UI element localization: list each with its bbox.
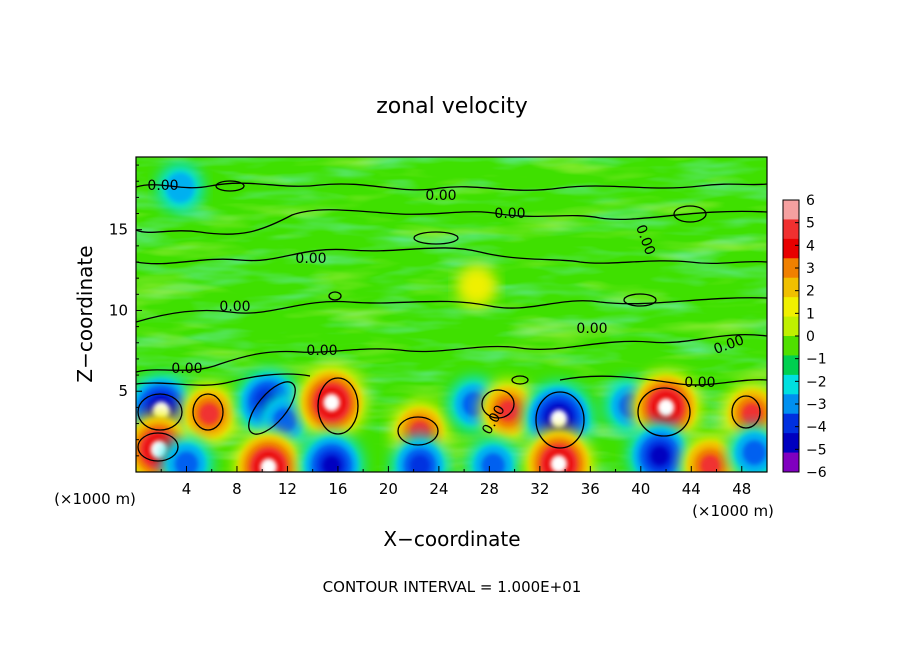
anomaly-level-4 (700, 454, 721, 472)
colorbar-swatch (783, 238, 799, 259)
colorbar-swatch (783, 219, 799, 240)
anomaly-negative-13 (467, 437, 520, 472)
anomaly-level-6 (550, 454, 568, 472)
anomaly-negative-10 (390, 434, 449, 472)
colorbar-tick-label: −2 (806, 374, 827, 390)
contour-label: 0.00 (219, 299, 250, 315)
anomaly-positive-19 (681, 434, 740, 472)
x-unit-right: (×1000 m) (692, 502, 774, 520)
colorbar-tick-label: 6 (806, 193, 815, 209)
colorbar-tick-label: −1 (806, 352, 827, 368)
anomaly-level-6 (260, 458, 277, 472)
anomaly-level-5 (650, 446, 669, 466)
anomaly-negative-5 (258, 392, 312, 448)
colorbar-tick-label: 0 (806, 329, 815, 345)
x-tick-label: 28 (480, 480, 499, 498)
colorbar-swatch (783, 297, 799, 318)
y-tick-label: 15 (109, 221, 128, 239)
colorbar-swatch (783, 355, 799, 376)
contour-label: 0.00 (147, 178, 178, 194)
colorbar-swatch (783, 316, 799, 337)
velocity-anomalies (136, 163, 767, 472)
x-tick-label: 20 (379, 480, 398, 498)
anomaly-negative-18 (627, 422, 692, 472)
colorbar-swatch (783, 277, 799, 298)
anomaly-level-4 (409, 454, 431, 472)
x-axis-label: X−coordinate (383, 527, 520, 551)
y-tick-label: 5 (118, 382, 128, 400)
y-axis-ticks: 5 10 15 (109, 164, 142, 457)
contour-label: 0.00 (295, 251, 326, 267)
colorbar-swatch (783, 200, 799, 220)
x-tick-label: 40 (631, 480, 650, 498)
colorbar-tick-label: −5 (806, 442, 827, 458)
colorbar-swatch (783, 413, 799, 434)
anomaly-negative-8 (299, 431, 364, 472)
colorbar-tick-label: −3 (806, 397, 827, 413)
plot-frame (135, 156, 768, 473)
anomaly-positive-6 (233, 430, 304, 472)
anomaly-level-6 (550, 409, 568, 428)
anomaly-level-6 (657, 398, 675, 417)
anomaly-negative-21 (728, 425, 767, 472)
anomaly-level-5 (322, 455, 341, 472)
x-unit-left: (×1000 m) (54, 490, 136, 508)
anomaly-level-4 (741, 403, 762, 425)
anomaly-positive-2 (180, 383, 239, 445)
colorbar-swatch (783, 336, 799, 356)
colorbar-tick-label: 2 (806, 284, 815, 300)
colorbar-tick-label: 4 (806, 238, 815, 254)
contour-label: 0.00 (576, 321, 607, 337)
colorbar-swatch (783, 374, 799, 395)
colorbar-tick-label: −4 (806, 420, 827, 436)
colorbar-swatch (783, 394, 799, 415)
contour-label: 0.00 (425, 188, 456, 204)
contour-interval-footer: CONTOUR INTERVAL = 1.000E+01 (323, 578, 582, 596)
y-axis-label: Z−coordinate (73, 245, 97, 382)
colorbar-tick-label: −6 (806, 465, 827, 481)
x-tick-label: 48 (732, 480, 751, 498)
anomaly-positive-23 (456, 264, 498, 308)
contour-label: 0.00 (171, 361, 202, 377)
colorbar-tick-label: 1 (806, 306, 815, 322)
colorbar: 6 5 4 3 2 1 0 −1 −2 −3 −4 −5 −6 (782, 193, 827, 481)
x-tick-label: 24 (429, 480, 448, 498)
x-tick-label: 36 (581, 480, 600, 498)
anomaly-level-3 (742, 440, 766, 465)
chart-title: zonal velocity (376, 94, 528, 119)
x-tick-label: 32 (530, 480, 549, 498)
colorbar-swatch (783, 433, 799, 454)
x-tick-label: 44 (682, 480, 701, 498)
x-axis-ticks: 4 8 12 16 20 24 28 32 36 40 44 48 (160, 466, 751, 498)
anomaly-level-4 (199, 403, 220, 425)
x-tick-label: 16 (328, 480, 347, 498)
anomaly-positive-7 (296, 365, 367, 440)
colorbar-swatch (783, 452, 799, 473)
zero-contours (136, 180, 767, 462)
anomaly-positive-12 (479, 379, 538, 442)
colorbar-tick-label: 5 (806, 216, 815, 232)
x-tick-label: 8 (232, 480, 242, 498)
anomaly-level-3 (481, 453, 505, 472)
anomaly-level-3 (273, 408, 297, 433)
contour-label: 0.00 (306, 343, 337, 359)
x-tick-label: 12 (278, 480, 297, 498)
anomaly-level-3 (174, 451, 199, 472)
x-tick-label: 4 (182, 480, 192, 498)
anomaly-level-1 (456, 264, 498, 308)
contour-label: 0.00 (494, 206, 525, 222)
y-tick-label: 10 (109, 301, 128, 319)
colorbar-tick-label: 3 (806, 261, 815, 277)
anomaly-level-6 (323, 393, 341, 412)
contour-label: 0.00 (684, 375, 715, 391)
colorbar-swatch (783, 258, 799, 279)
plot-area: 0.000.000.000.000.000.000.000.000.000.00… (109, 156, 768, 498)
